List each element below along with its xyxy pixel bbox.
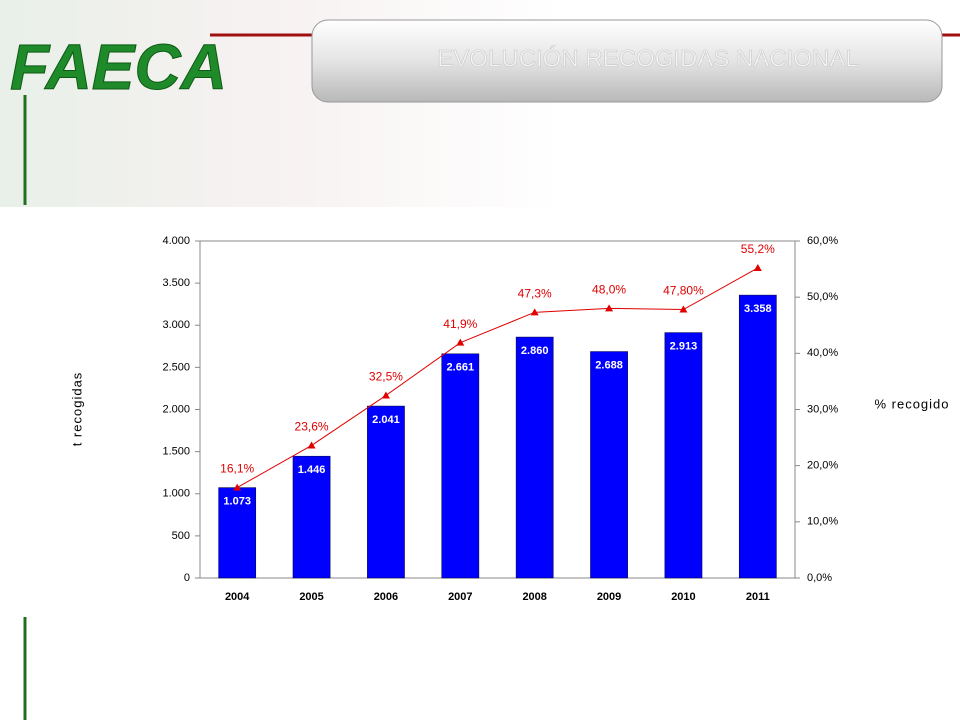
line-value-label: 55,2% — [741, 242, 775, 256]
x-tick-label: 2004 — [225, 591, 250, 603]
y2-tick-label: 0,0% — [807, 572, 832, 584]
y-tick-label: 3.000 — [162, 319, 190, 331]
logo: FAECA — [10, 31, 227, 103]
bar — [218, 487, 257, 579]
x-tick-label: 2008 — [522, 591, 546, 603]
line-value-label: 47,3% — [518, 287, 552, 301]
bar-value-label: 3.358 — [744, 303, 772, 315]
bar-value-label: 1.446 — [298, 464, 326, 476]
bar — [292, 455, 331, 579]
bar — [664, 332, 703, 579]
x-tick-label: 2005 — [299, 591, 323, 603]
bar — [441, 353, 480, 579]
y-tick-label: 2.500 — [162, 361, 190, 373]
bar-value-label: 2.688 — [595, 359, 623, 371]
line-marker — [753, 263, 762, 271]
line-marker — [456, 338, 465, 346]
y2-tick-label: 60,0% — [807, 235, 838, 247]
bar-value-label: 1.073 — [223, 496, 251, 508]
line-marker — [307, 441, 316, 449]
line-value-label: 47,80% — [663, 284, 704, 298]
bar-value-label: 2.860 — [521, 345, 549, 357]
bar-value-label: 2.041 — [372, 414, 400, 426]
line-marker — [381, 391, 390, 399]
y-tick-label: 0 — [184, 572, 190, 584]
x-tick-label: 2010 — [671, 591, 695, 603]
y-tick-label: 3.500 — [162, 277, 190, 289]
y2-tick-label: 30,0% — [807, 403, 838, 415]
bar-value-label: 2.913 — [670, 340, 698, 352]
line-value-label: 41,9% — [443, 317, 477, 331]
bar — [515, 336, 554, 579]
y-tick-label: 1.000 — [162, 488, 190, 500]
y-tick-label: 4.000 — [162, 235, 190, 247]
y2-tick-label: 50,0% — [807, 291, 838, 303]
x-tick-label: 2006 — [374, 591, 398, 603]
title-box — [311, 19, 943, 103]
line-value-label: 48,0% — [592, 283, 626, 297]
y2-tick-label: 10,0% — [807, 516, 838, 528]
y-tick-label: 500 — [172, 530, 190, 542]
y2-tick-label: 20,0% — [807, 460, 838, 472]
plot-area — [199, 240, 796, 579]
bar — [738, 294, 777, 579]
line-value-label: 16,1% — [220, 462, 254, 476]
x-tick-label: 2011 — [746, 591, 770, 603]
y-tick-label: 2.000 — [162, 403, 190, 415]
line-marker — [233, 483, 242, 491]
chart-title: EVOLUCIÓN RECOGIDAS NACIONAL — [437, 45, 858, 72]
y2-tick-label: 40,0% — [807, 347, 838, 359]
x-tick-label: 2007 — [448, 591, 472, 603]
x-tick-label: 2009 — [597, 591, 621, 603]
y2-axis-label: % recogido — [874, 396, 949, 411]
line-marker — [530, 308, 539, 316]
bar — [367, 405, 405, 579]
line — [236, 267, 759, 489]
y-tick-label: 1.500 — [162, 446, 190, 458]
line-value-label: 32,5% — [369, 370, 403, 384]
line-value-label: 23,6% — [295, 420, 329, 434]
bar-value-label: 2.661 — [447, 362, 475, 374]
line-marker — [605, 304, 614, 312]
line-marker — [679, 305, 688, 313]
bar — [590, 351, 628, 579]
y-axis-label: t recogidas — [69, 372, 84, 447]
